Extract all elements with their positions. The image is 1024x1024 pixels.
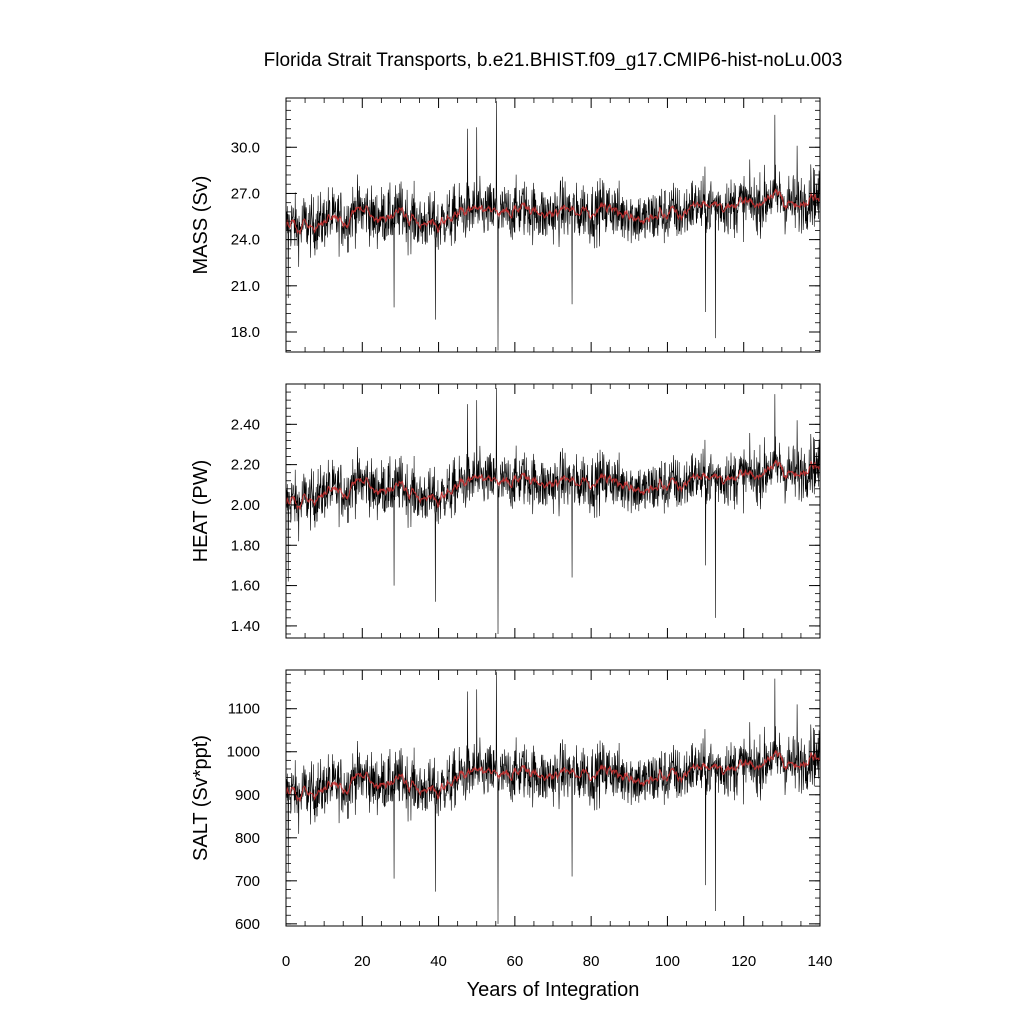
heat-y-tick-label: 1.60 <box>231 578 260 595</box>
x-tick-label: 120 <box>731 953 756 970</box>
salt-y-tick-label: 1000 <box>227 744 260 761</box>
salt-ticks: 600 700 800 900 1000 1100 <box>227 670 821 933</box>
salt-y-tick-label: 800 <box>235 830 260 847</box>
heat-raw-series-line <box>285 388 821 634</box>
heat-y-tick-label: 2.20 <box>231 457 260 474</box>
x-tick-label: 140 <box>807 953 832 970</box>
salt-y-axis-label: SALT (Sv*ppt) <box>190 735 212 861</box>
salt-data-area <box>285 672 821 924</box>
salt-y-tick-label: 700 <box>235 873 260 890</box>
mass-data-area <box>285 101 821 351</box>
mass-y-tick-label: 18.0 <box>231 324 260 341</box>
heat-y-tick-label: 1.80 <box>231 537 260 554</box>
x-tick-label: 40 <box>430 953 447 970</box>
heat-y-tick-label: 2.40 <box>231 416 260 433</box>
heat-ticks: 1.40 1.60 1.80 2.00 2.20 2.40 <box>231 383 821 638</box>
x-tick-label: 100 <box>655 953 680 970</box>
mass-y-axis-label: MASS (Sv) <box>190 176 212 275</box>
x-tick-label: 20 <box>354 953 371 970</box>
x-axis-label: Years of Integration <box>467 979 640 1001</box>
panel-salt: 600 700 800 900 1000 1100 SALT (Sv*ppt) <box>190 669 821 933</box>
x-tick-label: 0 <box>282 953 290 970</box>
x-tick-labels: 0 20 40 60 80 100 120 140 <box>282 953 833 970</box>
mass-y-tick-label: 24.0 <box>231 232 260 249</box>
heat-y-tick-label: 1.40 <box>231 618 260 635</box>
salt-raw-series-line <box>285 672 821 924</box>
mass-y-tick-label: 21.0 <box>231 278 260 295</box>
mass-y-tick-label: 30.0 <box>231 139 260 156</box>
heat-data-area <box>285 388 821 634</box>
heat-smoothed-series-line <box>285 459 821 510</box>
mass-raw-series-line <box>285 101 821 351</box>
mass-y-tick-label: 27.0 <box>231 185 260 202</box>
mass-smoothed-series-line <box>285 188 821 235</box>
panel-heat: 1.40 1.60 1.80 2.00 2.20 2.40 HEAT (PW) <box>190 383 821 639</box>
salt-y-tick-label: 900 <box>235 787 260 804</box>
panel-mass: 18.0 21.0 24.0 27.0 30.0 MASS (Sv) <box>190 97 821 353</box>
heat-y-tick-label: 2.00 <box>231 497 260 514</box>
salt-y-tick-label: 600 <box>235 916 260 933</box>
x-tick-label: 60 <box>507 953 524 970</box>
salt-smoothed-series-line <box>285 749 821 802</box>
salt-y-tick-label: 1100 <box>228 701 260 718</box>
x-tick-label: 80 <box>583 953 600 970</box>
chart-title: Florida Strait Transports, b.e21.BHIST.f… <box>264 50 843 71</box>
heat-y-axis-label: HEAT (PW) <box>190 460 212 563</box>
mass-ticks: 18.0 21.0 24.0 27.0 30.0 <box>231 98 821 352</box>
